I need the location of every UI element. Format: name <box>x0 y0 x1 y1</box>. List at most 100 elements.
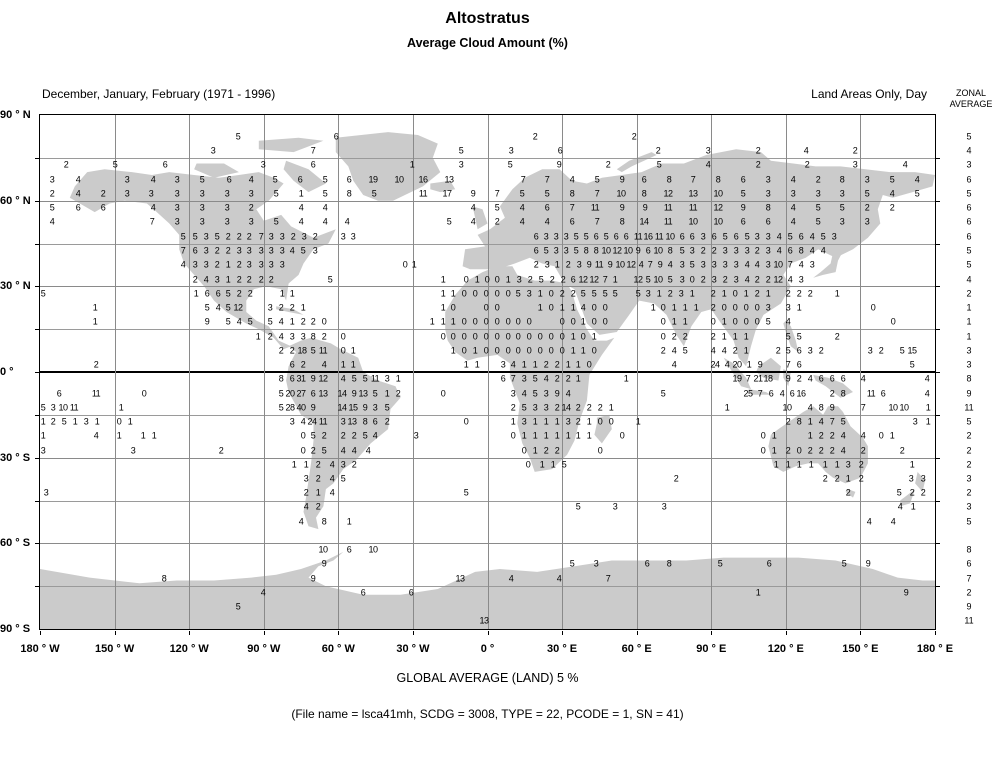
grid-cell-value: 3 <box>920 473 926 484</box>
grid-cell-value: 11 <box>663 216 673 227</box>
grid-cell-value: 2 <box>822 473 828 484</box>
grid-cell-value: 4 <box>705 159 711 170</box>
grid-cell-value: 2 <box>218 445 224 456</box>
grid-cell-value: 4 <box>470 202 476 213</box>
grid-cell-value: 9 <box>865 558 871 569</box>
grid-cell-value: 4 <box>298 216 304 227</box>
grid-cell-value: 2 <box>560 274 566 285</box>
grid-cell-value: 0 <box>591 316 597 327</box>
grid-cell-value: 6 <box>798 231 804 242</box>
grid-cell-value: 3 <box>678 288 684 299</box>
grid-cell-value: 4 <box>344 216 350 227</box>
grid-cell-value: 2 <box>310 445 316 456</box>
grid-cell-value: 3 <box>700 259 706 270</box>
grid-cell-value: 0 <box>526 345 532 356</box>
y-axis-label: 90 ° N <box>0 109 31 121</box>
grid-cell-value: 2 <box>494 216 500 227</box>
grid-cell-value: 2 <box>236 259 242 270</box>
grid-cell-value: 0 <box>461 345 467 356</box>
landmass <box>276 306 304 315</box>
grid-cell-value: 4 <box>365 445 371 456</box>
grid-cell-value: 7 <box>520 174 526 185</box>
grid-cell-value: 5 <box>273 216 279 227</box>
grid-cell-value: 1 <box>554 259 560 270</box>
grid-cell-value: 2 <box>755 159 761 170</box>
x-axis-label: 0 ° <box>480 643 495 655</box>
grid-cell-value: 0 <box>515 316 521 327</box>
grid-cell-value: 5 <box>458 145 464 156</box>
grid-cell-value: 0 <box>537 331 543 342</box>
grid-cell-value: 1 <box>721 331 727 342</box>
zonal-average-value: 3 <box>966 501 972 512</box>
grid-cell-value: 5 <box>300 245 306 256</box>
grid-cell-value: 6 <box>297 174 303 185</box>
grid-cell-value: 15 <box>907 345 917 356</box>
grid-cell-value: 2 <box>527 274 533 285</box>
grid-cell-value: 4 <box>300 416 306 427</box>
bottom-axis-tick <box>40 631 41 635</box>
grid-cell-value: 14 <box>337 402 347 413</box>
grid-cell-value: 2 <box>258 274 264 285</box>
grid-cell-value: 0 <box>890 316 896 327</box>
grid-cell-value: 1 <box>889 430 895 441</box>
grid-cell-value: 10 <box>623 245 633 256</box>
grid-cell-value: 1 <box>303 459 309 470</box>
landmass <box>768 406 868 484</box>
grid-cell-value: 2 <box>49 188 55 199</box>
grid-cell-value: 1 <box>591 331 597 342</box>
grid-cell-value: 4 <box>897 501 903 512</box>
grid-cell-value: 4 <box>556 573 562 584</box>
grid-cell-value: 1 <box>300 302 306 313</box>
grid-cell-value: 7 <box>494 188 500 199</box>
zonal-average-value: 5 <box>966 259 972 270</box>
grid-cell-value: 5 <box>722 231 728 242</box>
grid-cell-value: 13 <box>455 573 465 584</box>
grid-cell-value: 10 <box>318 544 328 555</box>
grid-cell-value: 3 <box>124 188 130 199</box>
x-axis-label: 180 ° E <box>916 643 954 655</box>
left-axis-tick <box>35 157 39 159</box>
grid-cell-value: 1 <box>746 359 752 370</box>
grid-cell-value: 2 <box>710 331 716 342</box>
grid-cell-value: 1 <box>543 416 549 427</box>
grid-cell-value: 3 <box>912 416 918 427</box>
grid-cell-value: 1 <box>450 345 456 356</box>
grid-cell-value: 4 <box>809 245 815 256</box>
grid-cell-value: 0 <box>760 430 766 441</box>
grid-cell-value: 9 <box>619 202 625 213</box>
x-axis-label: 150 ° W <box>94 643 135 655</box>
grid-cell-value: 1 <box>409 159 415 170</box>
grid-cell-value: 2 <box>340 430 346 441</box>
grid-cell-value: 0 <box>450 302 456 313</box>
grid-cell-value: 5 <box>573 231 579 242</box>
page-title: Altostratus <box>445 10 530 27</box>
grid-cell-value: 14 <box>561 402 571 413</box>
grid-cell-value: 0 <box>494 274 500 285</box>
grid-cell-value: 1 <box>289 288 295 299</box>
zonal-average-value: 2 <box>966 587 972 598</box>
grid-cell-value: 4 <box>49 216 55 227</box>
x-axis-label: 30 ° E <box>547 643 578 655</box>
zonal-average-value: 2 <box>966 445 972 456</box>
grid-cell-value: 2 <box>549 274 555 285</box>
grid-cell-value: 4 <box>340 373 346 384</box>
grid-cell-value: 1 <box>689 288 695 299</box>
grid-cell-value: 1 <box>543 430 549 441</box>
grid-cell-value: 3 <box>340 416 346 427</box>
grid-cell-value: 4 <box>298 516 304 527</box>
grid-cell-value: 10 <box>899 402 909 413</box>
grid-cell-value: 0 <box>494 331 500 342</box>
landmass <box>594 414 612 444</box>
grid-cell-value: 9 <box>310 573 316 584</box>
grid-cell-value: 3 <box>268 231 274 242</box>
grid-cell-value: 5 <box>40 288 46 299</box>
grid-cell-value: 8 <box>765 202 771 213</box>
grid-cell-value: 5 <box>645 274 651 285</box>
grid-cell-value: 6 <box>557 145 563 156</box>
grid-cell-value: 5 <box>199 174 205 185</box>
grid-cell-value: 4 <box>798 259 804 270</box>
grid-cell-value: 4 <box>790 202 796 213</box>
grid-cell-value: 7 <box>647 259 653 270</box>
grid-cell-value: 2 <box>722 274 728 285</box>
grid-cell-value: 7 <box>787 259 793 270</box>
